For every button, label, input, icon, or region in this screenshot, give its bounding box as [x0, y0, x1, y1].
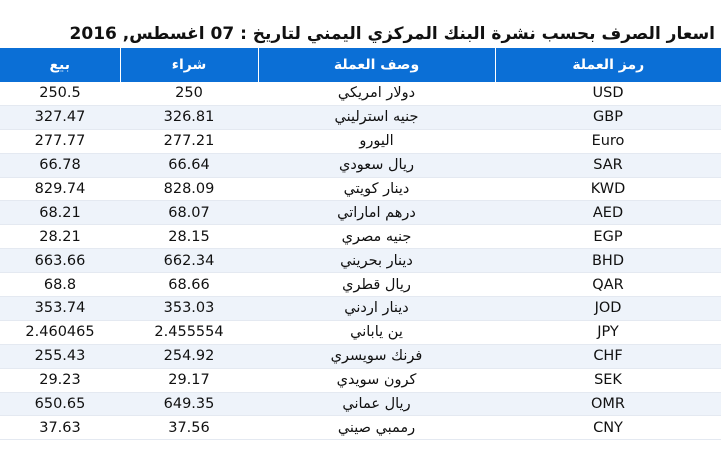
buy-rate: 254.92	[120, 344, 258, 369]
buy-rate: 353.03	[120, 296, 258, 321]
currency-name: دينار كويتي	[258, 177, 495, 202]
currency-name: درهم اماراتي	[258, 200, 495, 226]
currency-name: دولار امريكي	[258, 82, 495, 106]
table-row: EGP جنيه مصري 28.15 28.21	[0, 224, 721, 250]
table-row: SEK كرون سويدي 29.17 29.23	[0, 368, 721, 393]
sell-rate: 650.65	[0, 392, 120, 417]
currency-code: OMR	[495, 392, 721, 417]
table-row: GBP جنيه استرليني 326.81 327.47	[0, 105, 721, 130]
currency-code: KWD	[495, 177, 721, 202]
table-header: رمز العملة وصف العملة شراء بيع	[0, 48, 721, 82]
table-row: CNY رممبي صيني 37.56 37.63	[0, 415, 721, 441]
table-row: KWD دينار كويتي 828.09 829.74	[0, 177, 721, 202]
sell-rate: 353.74	[0, 296, 120, 321]
buy-rate: 250	[120, 82, 258, 106]
currency-code: QAR	[495, 272, 721, 298]
currency-name: ريال قطري	[258, 272, 495, 298]
table-row: JPY ين ياباني 2.455554 2.460465	[0, 320, 721, 345]
currency-code: GBP	[495, 105, 721, 130]
header-row: رمز العملة وصف العملة شراء بيع	[0, 48, 721, 82]
currency-name: جنيه استرليني	[258, 105, 495, 130]
table-row: BHD دينار بحريني 662.34 663.66	[0, 248, 721, 274]
table-row: SAR ريال سعودي 66.64 66.78	[0, 153, 721, 178]
currency-name: ين ياباني	[258, 320, 495, 345]
table-body: USD دولار امريكي 250 250.5 GBP جنيه استرليني 3…	[0, 82, 721, 441]
sell-rate: 29.23	[0, 368, 120, 393]
table-row: Euro اليورو 277.21 277.77	[0, 129, 721, 154]
buy-rate: 2.455554	[120, 320, 258, 345]
buy-rate: 277.21	[120, 129, 258, 154]
table-row: JOD دينار اردني 353.03 353.74	[0, 296, 721, 321]
buy-rate: 326.81	[120, 105, 258, 130]
sell-rate: 327.47	[0, 105, 120, 130]
buy-rate: 649.35	[120, 392, 258, 417]
currency-code: JOD	[495, 296, 721, 321]
currency-name: جنيه مصري	[258, 224, 495, 250]
currency-code: JPY	[495, 320, 721, 345]
buy-rate: 66.64	[120, 153, 258, 178]
currency-code: AED	[495, 200, 721, 226]
sell-rate: 663.66	[0, 248, 120, 274]
currency-code: EGP	[495, 224, 721, 250]
sell-rate: 829.74	[0, 177, 120, 202]
buy-rate: 28.15	[120, 224, 258, 250]
table-row: CHF فرنك سويسري 254.92 255.43	[0, 344, 721, 369]
currency-code: USD	[495, 82, 721, 106]
currency-code: Euro	[495, 129, 721, 154]
table-row: AED درهم اماراتي 68.07 68.21	[0, 200, 721, 226]
buy-rate: 662.34	[120, 248, 258, 274]
table-row: QAR ريال قطري 68.66 68.8	[0, 272, 721, 298]
buy-rate: 29.17	[120, 368, 258, 393]
sell-rate: 68.21	[0, 200, 120, 226]
table-row: OMR ريال عماني 649.35 650.65	[0, 392, 721, 417]
currency-name: فرنك سويسري	[258, 344, 495, 369]
currency-code: SAR	[495, 153, 721, 178]
currency-code: BHD	[495, 248, 721, 274]
currency-name: ريال سعودي	[258, 153, 495, 178]
currency-name: دينار بحريني	[258, 248, 495, 274]
buy-rate: 37.56	[120, 415, 258, 441]
sell-rate: 250.5	[0, 82, 120, 106]
rates-table: رمز العملة وصف العملة شراء بيع USD دولار امر…	[0, 48, 721, 441]
sell-rate: 66.78	[0, 153, 120, 178]
page-title: اسعار الصرف بحسب نشرة البنك المركزي اليم…	[69, 24, 715, 44]
currency-name: ريال عماني	[258, 392, 495, 417]
column-header: بيع	[0, 48, 120, 82]
currency-name: رممبي صيني	[258, 415, 495, 441]
sell-rate: 277.77	[0, 129, 120, 154]
currency-name: دينار اردني	[258, 296, 495, 321]
sell-rate: 28.21	[0, 224, 120, 250]
buy-rate: 68.07	[120, 200, 258, 226]
sell-rate: 37.63	[0, 415, 120, 441]
currency-code: CNY	[495, 415, 721, 441]
currency-code: CHF	[495, 344, 721, 369]
sell-rate: 255.43	[0, 344, 120, 369]
sell-rate: 68.8	[0, 272, 120, 298]
buy-rate: 828.09	[120, 177, 258, 202]
currency-name: اليورو	[258, 129, 495, 154]
column-header: شراء	[119, 48, 258, 82]
table-row: USD دولار امريكي 250 250.5	[0, 82, 721, 106]
buy-rate: 68.66	[120, 272, 258, 298]
currency-code: SEK	[495, 368, 721, 393]
currency-name: كرون سويدي	[258, 368, 495, 393]
sell-rate: 2.460465	[0, 320, 120, 345]
column-header: رمز العملة	[494, 48, 721, 82]
column-header: وصف العملة	[257, 48, 495, 82]
